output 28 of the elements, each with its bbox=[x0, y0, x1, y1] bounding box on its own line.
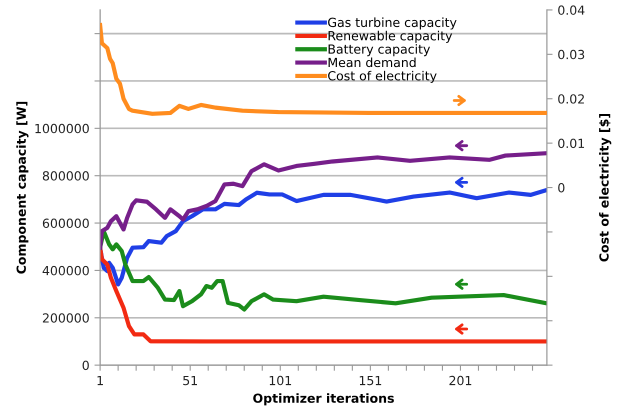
line-series bbox=[100, 246, 547, 344]
legend-label: Gas turbine capacity bbox=[328, 17, 457, 30]
y2-tick-label: 0.03 bbox=[558, 50, 584, 60]
y-tick-label: 200000 bbox=[42, 313, 89, 323]
legend-label: Cost of electricity bbox=[328, 70, 437, 83]
line-series bbox=[100, 151, 547, 250]
legend-label: Renewable capacity bbox=[328, 30, 452, 43]
x-tick-label: 101 bbox=[270, 376, 292, 386]
y-tick-label: 800000 bbox=[42, 171, 89, 181]
legend-label: Battery capacity bbox=[328, 44, 430, 56]
line-series bbox=[100, 188, 547, 286]
line-series bbox=[100, 229, 547, 312]
y-tick-label: 0 bbox=[82, 360, 89, 370]
y-tick-label: 1000000 bbox=[35, 124, 89, 134]
y2-axis-title: Cost of electricity [$] bbox=[599, 114, 612, 262]
legend-label: Mean demand bbox=[328, 57, 416, 68]
y2-tick-label: 0.01 bbox=[558, 138, 584, 148]
x-tick-label: 151 bbox=[360, 376, 382, 386]
y2-tick-label: 0.04 bbox=[558, 5, 584, 15]
x-tick-label: 1 bbox=[98, 376, 103, 386]
y-tick-label: 600000 bbox=[42, 218, 89, 228]
x-tick-label: 51 bbox=[183, 376, 197, 386]
y2-tick-label: 0.02 bbox=[558, 94, 584, 104]
y-tick-label: 400000 bbox=[42, 266, 89, 276]
y-axis-title: Component capacity [W] bbox=[16, 102, 28, 274]
y2-tick-label: 0 bbox=[558, 183, 564, 192]
x-tick-label: 201 bbox=[449, 376, 472, 386]
x-axis-title: Optimizer iterations bbox=[253, 393, 394, 406]
